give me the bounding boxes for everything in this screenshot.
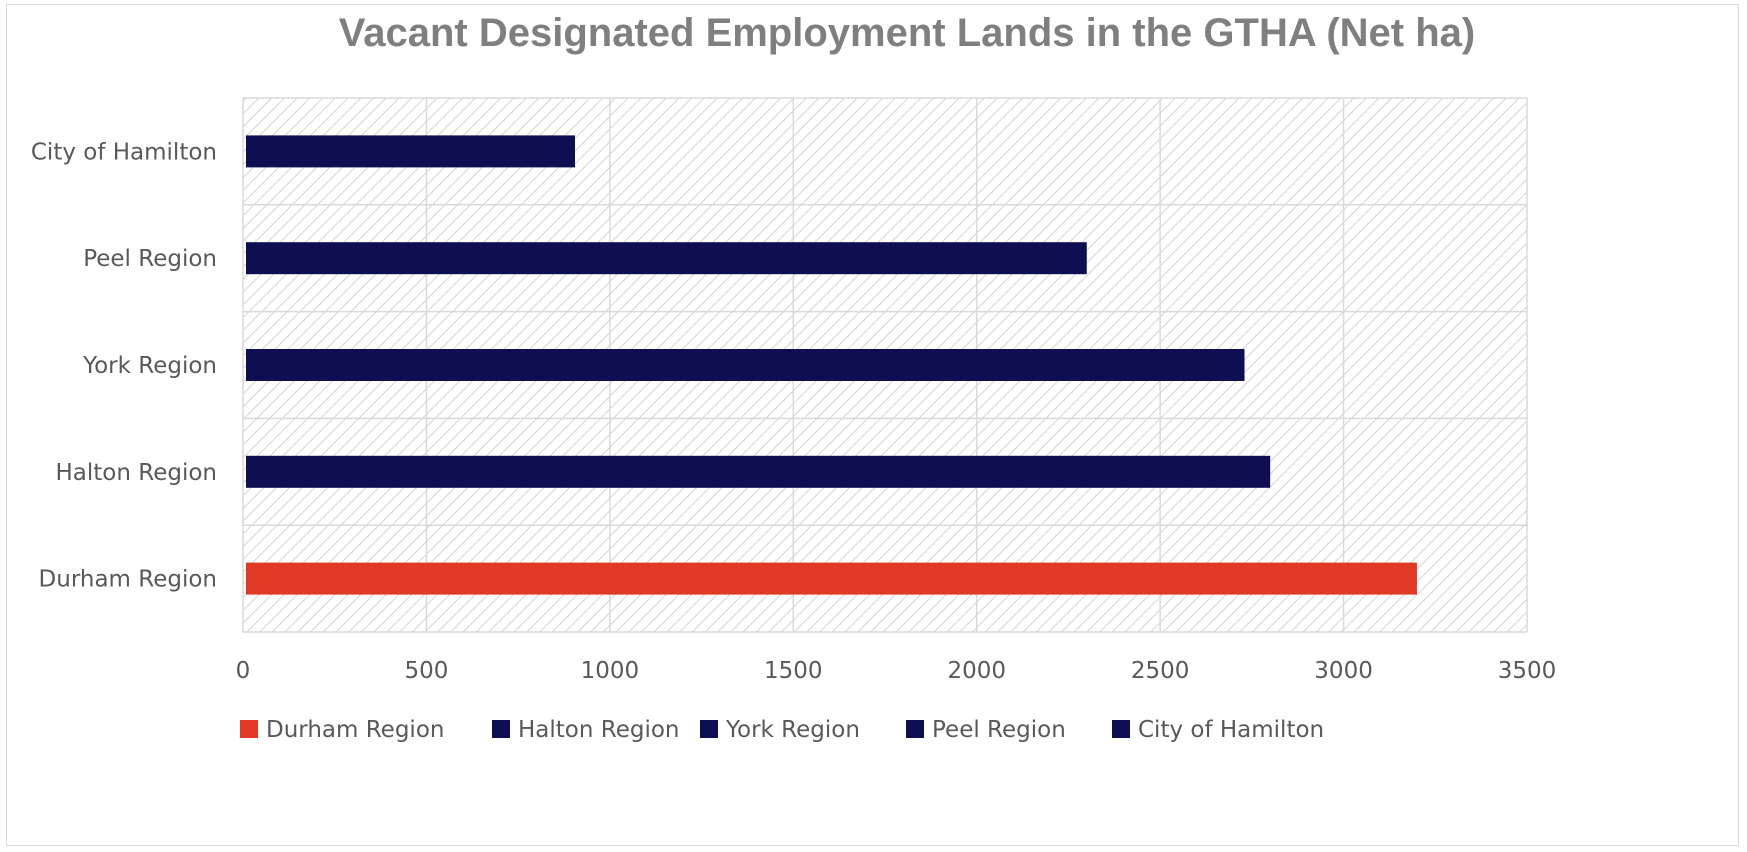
- x-tick-label-0: 0: [236, 658, 251, 684]
- legend-swatch-peel-region: [906, 720, 924, 738]
- x-tick-label-2000: 2000: [947, 658, 1006, 684]
- x-tick-label-1000: 1000: [581, 658, 640, 684]
- bars: [246, 135, 1417, 595]
- bar-york-region: [246, 349, 1245, 381]
- x-tick-label-500: 500: [404, 658, 448, 684]
- legend-swatch-city-of-hamilton: [1112, 720, 1130, 738]
- bar-city-of-hamilton: [246, 135, 576, 168]
- legend: Durham Region Halton Region York Region Pee…: [240, 717, 1324, 743]
- bar-halton-region: [246, 455, 1271, 488]
- x-tick-label-1500: 1500: [764, 658, 823, 684]
- x-axis-tick-labels: 0 500 1000 1500 2000 2500 3000 3500: [236, 658, 1557, 684]
- legend-label-city-of-hamilton: City of Hamilton: [1138, 717, 1324, 743]
- category-label-city-of-hamilton: City of Hamilton: [31, 139, 217, 165]
- legend-swatch-york-region: [700, 720, 718, 738]
- x-tick-label-3500: 3500: [1498, 658, 1557, 684]
- category-label-york-region: York Region: [82, 353, 217, 379]
- category-label-durham-region: Durham Region: [39, 567, 217, 593]
- legend-label-york-region: York Region: [725, 717, 860, 743]
- x-tick-label-2500: 2500: [1131, 658, 1190, 684]
- category-label-peel-region: Peel Region: [83, 246, 217, 272]
- legend-label-durham-region: Durham Region: [266, 717, 444, 743]
- category-labels: Durham Region Halton Region York Region Pee…: [31, 139, 217, 592]
- gridlines: [242, 97, 1528, 633]
- x-tick-label-3000: 3000: [1314, 658, 1373, 684]
- chart-title: Vacant Designated Employment Lands in th…: [339, 11, 1475, 55]
- legend-label-peel-region: Peel Region: [932, 717, 1066, 743]
- legend-swatch-halton-region: [492, 720, 510, 738]
- legend-swatch-durham-region: [240, 720, 258, 738]
- bar-durham-region: [246, 562, 1417, 595]
- category-label-halton-region: Halton Region: [56, 460, 218, 486]
- legend-label-halton-region: Halton Region: [518, 717, 680, 743]
- bar-peel-region: [246, 242, 1087, 275]
